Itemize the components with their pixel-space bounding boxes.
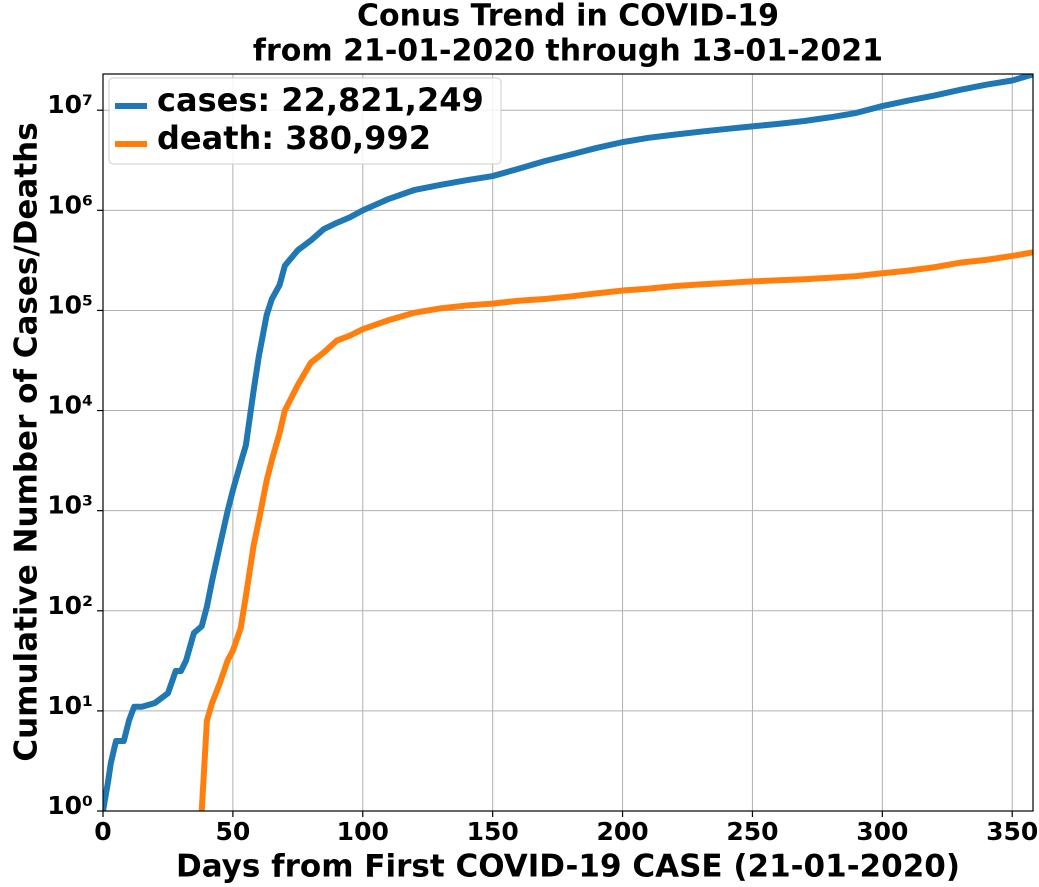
x-tick-label: 300 [856, 817, 908, 846]
chart-title: from 21-01-2020 through 13-01-2021 [253, 34, 883, 69]
x-tick-label: 350 [986, 817, 1038, 846]
x-tick-label: 200 [596, 817, 648, 846]
plot-lines [103, 74, 1033, 811]
y-axis-label: Cumulative Number of Cases/Deaths [9, 122, 45, 761]
y-tick-label: 10³ [47, 491, 93, 520]
chart-title: Conus Trend in COVID-19 [357, 0, 779, 34]
x-tick-label: 0 [94, 817, 111, 846]
x-tick-label: 150 [467, 817, 519, 846]
series-line [198, 249, 1033, 811]
legend-label: cases: 22,821,249 [157, 81, 484, 119]
x-tick-label: 100 [337, 817, 389, 846]
series-line [103, 74, 1033, 811]
legend-box [108, 77, 502, 165]
y-tick-label: 10⁵ [47, 290, 93, 319]
legend-label: death: 380,992 [157, 119, 431, 157]
x-tick-label: 250 [726, 817, 778, 846]
x-tick-label: 50 [215, 817, 250, 846]
y-tick-label: 10² [47, 591, 93, 620]
y-tick-label: 10⁴ [47, 391, 93, 420]
y-tick-label: 10⁷ [47, 90, 93, 119]
y-tick-label: 10¹ [47, 691, 93, 720]
plot-frame [102, 73, 1034, 812]
y-tick-label: 10⁶ [47, 190, 93, 219]
x-axis-label: Days from First COVID-19 CASE (21-01-202… [176, 849, 960, 885]
y-tick-label: 10⁰ [47, 791, 93, 820]
